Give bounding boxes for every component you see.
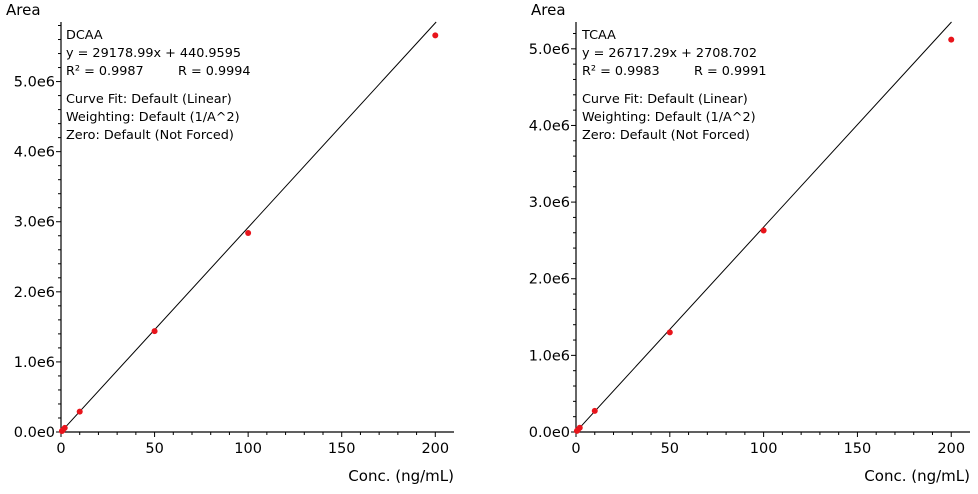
chart2-curve-fit: Curve Fit: Default (Linear) (582, 92, 748, 107)
chart1-y-tick-label: 4.0e6 (14, 145, 55, 161)
chart2-data-point (948, 36, 955, 43)
chart1-y-tick-label: 3.0e6 (14, 215, 55, 231)
chart1-zero: Zero: Default (Not Forced) (66, 128, 234, 143)
chart2-x-tick-label: 150 (844, 441, 872, 457)
chart2-data-point (760, 227, 767, 234)
chart2-fit-line (575, 21, 952, 433)
chart1-x-axis-label: Conc. (ng/mL) (348, 467, 454, 485)
chart2-y-tick-label: 2.0e6 (529, 272, 570, 288)
chart1-fit-equation: y = 29178.99x + 440.9595 (66, 46, 241, 61)
chart1-x-tick-label: 0 (56, 441, 65, 457)
chart1-curve-fit: Curve Fit: Default (Linear) (66, 92, 232, 107)
chart1-r-squared: R² = 0.9987 (66, 64, 144, 79)
chart2-y-tick-label: 5.0e6 (529, 42, 570, 58)
chart2-fit-equation: y = 26717.29x + 2708.702 (582, 46, 757, 61)
chart2-x-tick-label: 100 (750, 441, 778, 457)
chart2-data-point (666, 329, 673, 336)
chart2-x-tick-label: 50 (661, 441, 679, 457)
chart1-fit-line (60, 21, 437, 433)
chart1-weighting: Weighting: Default (1/A^2) (66, 110, 240, 125)
chart2-x-tick-label: 0 (571, 441, 580, 457)
chart2-r-squared: R² = 0.9983 (582, 64, 660, 79)
chart1-y-tick-label: 5.0e6 (14, 75, 55, 91)
chart1-y-tick-label: 0.0e0 (14, 425, 55, 441)
chart1-x-tick-label: 50 (145, 441, 163, 457)
chart2-data-point (576, 424, 583, 431)
chart1-x-tick-label: 100 (234, 441, 262, 457)
chart1-data-point (76, 408, 83, 415)
chart2-r-value: R = 0.9991 (694, 64, 767, 79)
chart2-y-axis-label: Area (531, 1, 566, 19)
chart2-y-tick-label: 3.0e6 (529, 195, 570, 211)
chart1-x-tick-label: 200 (421, 441, 449, 457)
chart1-y-tick-label: 1.0e6 (14, 355, 55, 371)
chart2-y-tick-label: 4.0e6 (529, 118, 570, 134)
chart1-x-tick-label: 150 (328, 441, 356, 457)
chart1-y-axis-label: Area (6, 1, 41, 19)
chart1-data-point (61, 424, 68, 431)
chart2-y-tick-label: 1.0e6 (529, 348, 570, 364)
chart1-data-point (245, 229, 252, 236)
chart2-weighting: Weighting: Default (1/A^2) (582, 110, 756, 125)
chart2-analyte-name: TCAA (581, 28, 616, 43)
chart2-x-axis-label: Conc. (ng/mL) (864, 467, 970, 485)
chart1-analyte-name: DCAA (66, 28, 103, 43)
chart2-zero: Zero: Default (Not Forced) (582, 128, 750, 143)
chart1-y-tick-label: 2.0e6 (14, 285, 55, 301)
chart1-data-point (432, 32, 439, 39)
chart2-data-point (591, 407, 598, 414)
chart2-y-tick-label: 0.0e0 (529, 425, 570, 441)
chart2-x-tick-label: 200 (937, 441, 965, 457)
chart1-r-value: R = 0.9994 (178, 64, 251, 79)
chart1-data-point (151, 328, 158, 335)
